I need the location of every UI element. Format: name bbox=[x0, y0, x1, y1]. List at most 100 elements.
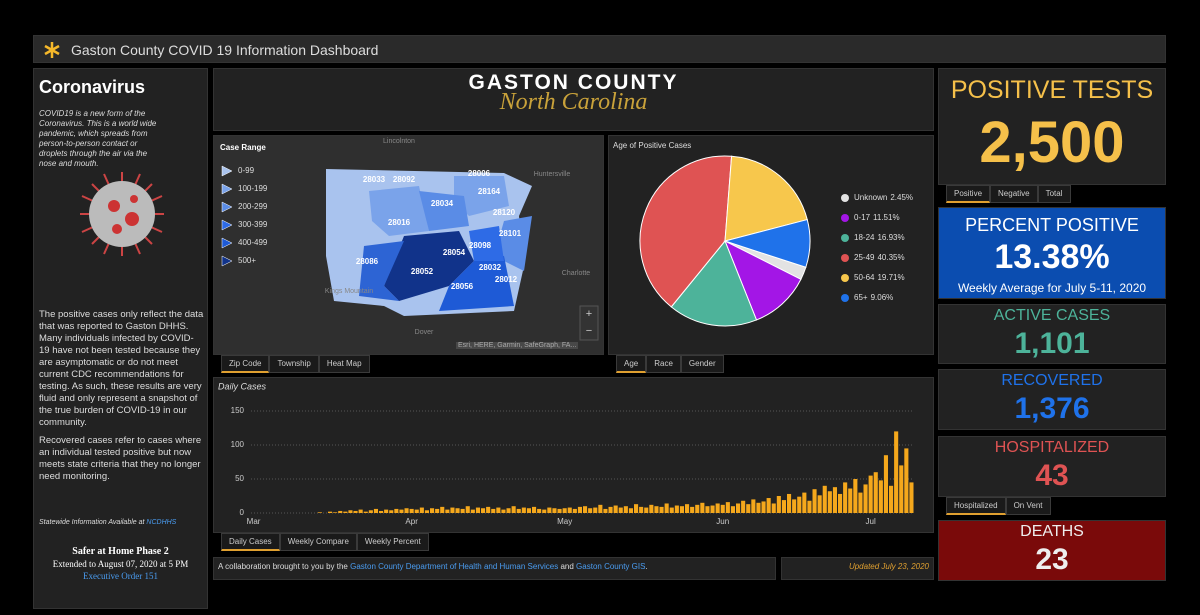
order-link[interactable]: Executive Order 151 bbox=[83, 571, 158, 581]
tab[interactable]: Age bbox=[616, 355, 647, 373]
bar bbox=[521, 507, 526, 513]
bar bbox=[863, 484, 868, 513]
tab[interactable]: Negative bbox=[990, 185, 1038, 203]
bar bbox=[853, 479, 858, 513]
bar bbox=[746, 504, 751, 513]
bar bbox=[435, 508, 440, 513]
positive-tabs: Positive Negative Total bbox=[946, 185, 1071, 203]
active-card: ACTIVE CASES 1,101 bbox=[938, 304, 1166, 364]
bar bbox=[486, 506, 491, 513]
bar bbox=[741, 500, 746, 513]
bar bbox=[593, 507, 598, 513]
legend-dot bbox=[841, 274, 849, 282]
card-value: 23 bbox=[1035, 543, 1069, 576]
legend-swatch bbox=[221, 183, 233, 195]
statewide-link[interactable]: NCDHHS bbox=[146, 519, 177, 526]
pie-slice bbox=[724, 239, 802, 321]
legend-dot bbox=[841, 234, 849, 242]
zip-label: 28164 bbox=[478, 187, 501, 196]
bar bbox=[679, 506, 684, 513]
bar bbox=[588, 508, 593, 513]
legend-text: 50-64 bbox=[854, 273, 875, 282]
card-label: RECOVERED bbox=[1001, 372, 1103, 389]
bar bbox=[572, 508, 577, 513]
card-value: 43 bbox=[1035, 459, 1069, 492]
pie-slice bbox=[723, 218, 811, 268]
bar bbox=[440, 506, 445, 513]
zoom-in: + bbox=[586, 308, 592, 320]
bar bbox=[506, 508, 511, 513]
legend-swatch bbox=[221, 219, 233, 231]
place-label: Charlotte bbox=[562, 270, 591, 277]
bar bbox=[348, 510, 353, 513]
bar bbox=[781, 500, 786, 513]
bar bbox=[674, 505, 679, 513]
tab[interactable]: On Vent bbox=[1005, 497, 1051, 515]
tab[interactable]: Total bbox=[1037, 185, 1071, 203]
bar bbox=[695, 504, 700, 513]
card-label: ACTIVE CASES bbox=[993, 307, 1111, 324]
banner-subtitle: North Carolina bbox=[499, 89, 648, 115]
bar bbox=[639, 506, 644, 513]
map-tabs: Zip Code Township Heat Map bbox=[221, 355, 370, 373]
legend-text: 11.51% bbox=[873, 213, 900, 222]
x-tick-label: Jul bbox=[866, 517, 876, 526]
legend-entry: 50-64 19.71% bbox=[854, 273, 905, 282]
legend-text: 2.45% bbox=[890, 193, 913, 202]
header-title: Gaston County COVID 19 Information Dashb… bbox=[71, 42, 379, 58]
zip-label: 28016 bbox=[388, 218, 411, 227]
bar bbox=[644, 507, 649, 513]
bar bbox=[333, 512, 338, 513]
footer-link[interactable]: Gaston County Department of Health and H… bbox=[350, 562, 559, 571]
recovered-card: RECOVERED 1,376 bbox=[938, 369, 1166, 430]
footer-link[interactable]: Gaston County GIS bbox=[576, 562, 646, 571]
place-label: Huntersville bbox=[534, 171, 571, 178]
deaths-card: DEATHS 23 bbox=[938, 520, 1166, 581]
bar bbox=[848, 488, 853, 513]
attribution: Esri, HERE, Garmin, SafeGraph, FA... bbox=[456, 342, 579, 349]
tab[interactable]: Weekly Percent bbox=[356, 533, 429, 551]
tab[interactable]: Zip Code bbox=[221, 355, 270, 373]
y-tick-label: 50 bbox=[235, 474, 244, 483]
legend-entry: 0-17 11.51% bbox=[854, 213, 900, 222]
legend-label: 500+ bbox=[238, 256, 256, 265]
bar bbox=[664, 503, 669, 513]
bar bbox=[654, 506, 659, 513]
tab[interactable]: Township bbox=[269, 355, 319, 373]
bar bbox=[460, 508, 465, 513]
bar bbox=[501, 509, 506, 513]
bar bbox=[766, 498, 771, 513]
zip-label: 28086 bbox=[356, 257, 379, 266]
bar bbox=[904, 448, 909, 513]
bar bbox=[317, 512, 322, 513]
zip-label: 28034 bbox=[431, 199, 454, 208]
tab[interactable]: Heat Map bbox=[318, 355, 370, 373]
x-tick-label: Mar bbox=[247, 517, 261, 526]
bar bbox=[812, 489, 817, 513]
bar bbox=[414, 509, 419, 513]
card-label: DEATHS bbox=[1020, 523, 1084, 540]
tab[interactable]: Hospitalized bbox=[946, 497, 1006, 515]
card-label: POSITIVE TESTS bbox=[950, 76, 1154, 104]
bar bbox=[379, 510, 384, 513]
bar bbox=[430, 508, 435, 513]
bar bbox=[756, 502, 761, 513]
pie-panel: Age of Positive Cases Unknown 2.45% 0-17 11.… bbox=[608, 135, 934, 355]
legend-dot bbox=[841, 214, 849, 222]
footer-text: . bbox=[645, 562, 648, 571]
bar bbox=[715, 503, 720, 513]
bar bbox=[843, 482, 848, 513]
tab[interactable]: Race bbox=[646, 355, 681, 373]
tab[interactable]: Weekly Compare bbox=[279, 533, 357, 551]
bar bbox=[832, 487, 837, 513]
bar bbox=[409, 508, 414, 513]
bar bbox=[751, 499, 756, 513]
tab[interactable]: Positive bbox=[946, 185, 991, 203]
tab[interactable]: Gender bbox=[680, 355, 724, 373]
bar bbox=[491, 508, 496, 513]
bar bbox=[547, 507, 552, 513]
bar bbox=[552, 508, 557, 513]
bar bbox=[797, 496, 802, 513]
card-label: HOSPITALIZED bbox=[994, 439, 1110, 456]
tab[interactable]: Daily Cases bbox=[221, 533, 280, 551]
